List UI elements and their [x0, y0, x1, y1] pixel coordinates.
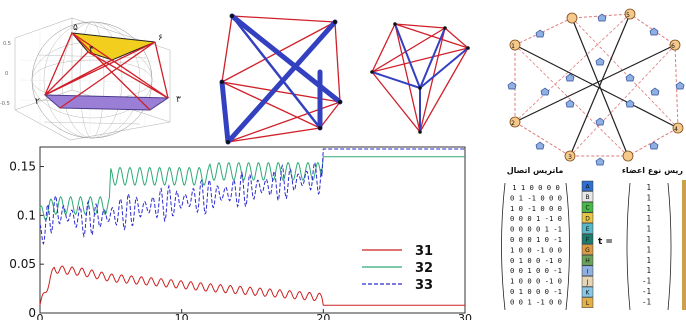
type-letter: L: [586, 300, 590, 307]
graph-diagram: 1 2 3 4 5 6: [507, 8, 685, 166]
edge-strip: [682, 180, 686, 310]
matrix-row: 1 0 0 -1 0 0: [510, 245, 562, 254]
axis-tick: -0.5: [0, 101, 10, 107]
t-value: 1: [646, 266, 651, 275]
x-tick-label: 10: [175, 312, 189, 320]
type-letter: F: [586, 237, 590, 244]
matrix-row: 0 1 0 0 -1 0: [510, 256, 562, 265]
type-letter: A: [585, 184, 590, 191]
legend-label: 32: [415, 261, 433, 276]
x-tick-label: 20: [316, 312, 330, 320]
type-letter: D: [585, 215, 590, 222]
matrix-row: 0 0 1 0 0 -1: [510, 266, 562, 275]
type-letter: G: [585, 247, 590, 254]
type-cell: [581, 233, 594, 245]
matrix-row: 0 1 -1 0 0 0: [510, 193, 562, 202]
sphere-panel: ۵ ۶ ۴ ۲ ۳ 0.5 0 -0.5: [0, 17, 181, 141]
node-label: ۵: [73, 23, 78, 33]
type-cell: [581, 244, 594, 255]
type-letter: C: [585, 205, 589, 212]
y-tick-label: 0: [28, 306, 36, 320]
matrix-row: 1 0 -1 0 0 0: [510, 204, 562, 213]
type-cell: [581, 223, 594, 234]
t-value: 1: [646, 256, 651, 265]
axis-tick: 0: [5, 71, 8, 77]
type-letter: H: [585, 258, 590, 265]
t-value: 1: [646, 183, 651, 192]
matrix-title: ماتریس اتصال: [507, 166, 564, 176]
x-tick-label: 0: [37, 312, 44, 320]
series-line-31: [39, 265, 465, 306]
node-label: 3: [568, 154, 572, 161]
t-value: 1: [646, 235, 651, 244]
t-value: -1: [642, 297, 651, 306]
type-letter: J: [586, 279, 589, 286]
matrix-row: 0 0 0 0 1 -1: [510, 225, 562, 234]
type-cell: [581, 265, 594, 277]
type-cell: [581, 180, 594, 192]
truss-2: [370, 22, 470, 134]
t-value: 1: [646, 193, 651, 202]
x-tick-label: 30: [458, 312, 472, 320]
truss-1: [219, 13, 343, 145]
bottom-face: [43, 94, 170, 111]
type-cell: [581, 297, 594, 308]
series-line-33: [39, 148, 465, 246]
t-value: -1: [642, 287, 651, 296]
matrix-title: ریس نوع اعضاء: [622, 166, 684, 176]
legend-label: 31: [415, 244, 433, 259]
displacement-chart: 0 10 20 30 0 0.05 0.1 0.15 31 32 33: [9, 146, 472, 320]
incidence-matrix: ماتریس اتصال 1 1 0 0 0 00 1 -1 0 0 0 1 0 …: [501, 166, 570, 311]
node-label: ۶: [158, 33, 163, 43]
t-value: 1: [646, 225, 651, 234]
type-cell: [581, 286, 594, 298]
y-tick-label: 0.05: [9, 257, 36, 271]
type-cell: [581, 254, 594, 266]
legend-label: 33: [415, 278, 433, 293]
type-letter: B: [585, 194, 589, 201]
t-value: -1: [642, 277, 651, 286]
type-letter: K: [586, 290, 591, 297]
type-cell: [581, 276, 594, 287]
node-label: 5: [626, 12, 630, 19]
type-cell: [581, 191, 594, 202]
matrix-row: 0 0 1 -1 0 0: [510, 297, 562, 306]
t-value: 1: [646, 214, 651, 223]
node-label: 2: [511, 120, 515, 127]
node-label: ۴: [89, 45, 94, 55]
node-label: ۲: [35, 97, 40, 107]
matrix-row: 0 0 0 1 0 -1: [510, 235, 562, 244]
type-letter: E: [586, 226, 590, 233]
node-label: ۳: [176, 95, 181, 105]
node-label: 1: [511, 43, 515, 50]
type-letter: I: [587, 268, 589, 275]
t-value: 1: [646, 204, 651, 213]
matrix-row: 0 0 0 1 -1 0: [510, 214, 562, 223]
y-tick-label: 0.1: [17, 208, 36, 222]
y-tick-label: 0.15: [9, 160, 36, 174]
node-label: 4: [674, 126, 678, 133]
t-label: t =: [598, 237, 613, 247]
thick-members: [219, 13, 343, 145]
plot-frame: [39, 146, 466, 314]
matrix-row: 1 1 0 0 0 0: [512, 183, 560, 192]
matrix-row: 0 1 0 0 0 -1: [510, 287, 562, 296]
type-cell: [581, 201, 594, 213]
matrix-row: 1 0 0 0 -1 0: [510, 277, 562, 286]
t-value: 1: [646, 245, 651, 254]
type-cell: [581, 212, 594, 224]
axis-tick: 0.5: [3, 41, 11, 47]
series-line-32: [39, 156, 465, 221]
node-label: 6: [671, 43, 675, 50]
